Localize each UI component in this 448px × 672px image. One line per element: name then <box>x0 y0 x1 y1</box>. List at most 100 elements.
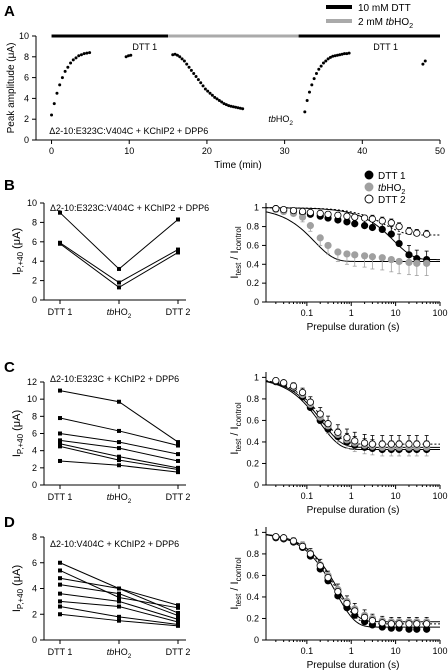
data-point <box>201 84 205 88</box>
y-axis-label: Itest / Icontrol <box>229 226 243 278</box>
data-point <box>176 443 180 448</box>
y-tick-label: 0 <box>24 135 29 145</box>
panel-label-c: C <box>4 359 15 376</box>
data-point <box>361 252 369 260</box>
data-point <box>194 75 198 79</box>
data-point <box>395 257 403 266</box>
data-point <box>85 51 89 55</box>
data-point <box>351 213 359 221</box>
y-tick-label: 0.8 <box>246 394 259 404</box>
data-point <box>203 87 207 91</box>
x-tick-label: 20 <box>202 146 212 156</box>
data-point <box>387 620 395 628</box>
annotation: Δ2-10:V404C + KChIP2 + DPP6 <box>50 539 179 549</box>
y-tick-label: 6 <box>32 558 37 568</box>
data-point <box>343 434 351 442</box>
y-tick-label: 0.4 <box>246 592 259 602</box>
category-label: tbHO2 <box>107 307 132 320</box>
legend-label: 10 mM DTT <box>358 3 411 14</box>
category-label: DTT 1 <box>48 647 73 657</box>
data-point <box>316 410 324 418</box>
data-point <box>280 534 288 542</box>
data-point <box>368 617 377 625</box>
legend-label: 2 mM tbHO2 <box>358 17 413 30</box>
panel-b-left: 0 2 4 6 8 10 DTT 1 tbHO2 DTT 2 IP,+40 (μA) Δ2-10:E… <box>11 198 209 320</box>
data-point <box>196 78 200 82</box>
data-point <box>343 599 351 608</box>
x-axis-label: Time (min) <box>214 160 261 171</box>
y-tick-label: 4 <box>32 256 37 266</box>
data-point <box>58 388 62 393</box>
data-point <box>378 225 386 233</box>
data-point <box>312 77 316 81</box>
x-tick-label: 1 <box>349 646 354 656</box>
segment-label: tbHO2 <box>268 114 293 127</box>
data-point <box>176 610 180 615</box>
y-axis-label: Itest / Icontrol <box>229 402 243 454</box>
data-point <box>324 573 332 582</box>
y-tick-label: 0.4 <box>246 259 259 269</box>
data-point <box>272 377 280 385</box>
data-point <box>176 603 180 608</box>
data-point <box>306 550 314 558</box>
data-point <box>173 52 177 56</box>
data-point <box>175 53 179 57</box>
data-point <box>351 437 359 445</box>
y-tick-label: 0.6 <box>246 415 259 425</box>
data-point <box>117 285 121 290</box>
legend-marker <box>364 170 374 180</box>
x-axis-label: Prepulse duration (s) <box>307 660 400 671</box>
x-tick-label: 30 <box>280 146 290 156</box>
data-point <box>395 222 403 231</box>
data-point <box>176 613 180 618</box>
data-point <box>117 614 121 619</box>
y-tick-label: 2 <box>32 463 37 473</box>
data-point <box>206 89 210 93</box>
data-point <box>58 612 62 617</box>
data-point <box>176 467 180 472</box>
data-point <box>368 253 377 261</box>
data-point <box>423 620 431 628</box>
data-point <box>413 229 421 237</box>
y-tick-label: 8 <box>24 52 29 62</box>
data-point <box>303 110 307 114</box>
y-tick-label: 0.2 <box>246 278 259 288</box>
y-tick-label: 8 <box>32 217 37 227</box>
data-point <box>351 607 359 615</box>
panel-b-right: 0 0.2 0.4 0.6 0.8 1 0.1 1 10 100 Prepulse duration… <box>229 170 448 333</box>
y-tick-label: 10 <box>27 198 37 208</box>
y-tick-label: 0.4 <box>246 437 259 447</box>
data-point <box>405 440 413 448</box>
data-point <box>421 62 425 66</box>
annotation: Δ2-10:E323C:V404C + KChIP2 + DPP6 <box>50 203 209 213</box>
data-point <box>176 440 180 445</box>
data-point <box>361 214 369 222</box>
data-point <box>217 98 221 102</box>
y-tick-label: 0.8 <box>246 549 259 559</box>
data-point <box>117 595 121 600</box>
y-tick-label: 8 <box>32 411 37 421</box>
data-point <box>208 91 212 95</box>
data-point <box>378 254 386 262</box>
data-point <box>316 562 324 570</box>
y-tick-label: 0 <box>254 297 259 307</box>
data-point <box>58 444 62 449</box>
x-tick-label: 100 <box>432 491 447 501</box>
data-point <box>117 599 121 604</box>
data-point <box>338 53 342 57</box>
x-tick-label: 0 <box>49 146 54 156</box>
y-tick-label: 0.6 <box>246 240 259 250</box>
x-axis-label: Prepulse duration (s) <box>307 505 400 516</box>
data-point <box>331 54 335 58</box>
data-point <box>82 52 86 56</box>
data-point <box>378 619 386 627</box>
y-tick-label: 10 <box>19 31 29 41</box>
data-point <box>343 212 351 220</box>
data-point <box>387 255 395 264</box>
data-point <box>413 259 421 267</box>
y-tick-label: 1 <box>254 203 259 213</box>
data-point <box>58 599 62 604</box>
panel-c-left: 0 2 4 6 8 10 12 DTT 1 tbHO2 DTT 2 IP,+40 (μA) Δ2-10… <box>11 374 190 505</box>
data-point <box>66 65 70 69</box>
data-point <box>347 51 351 55</box>
